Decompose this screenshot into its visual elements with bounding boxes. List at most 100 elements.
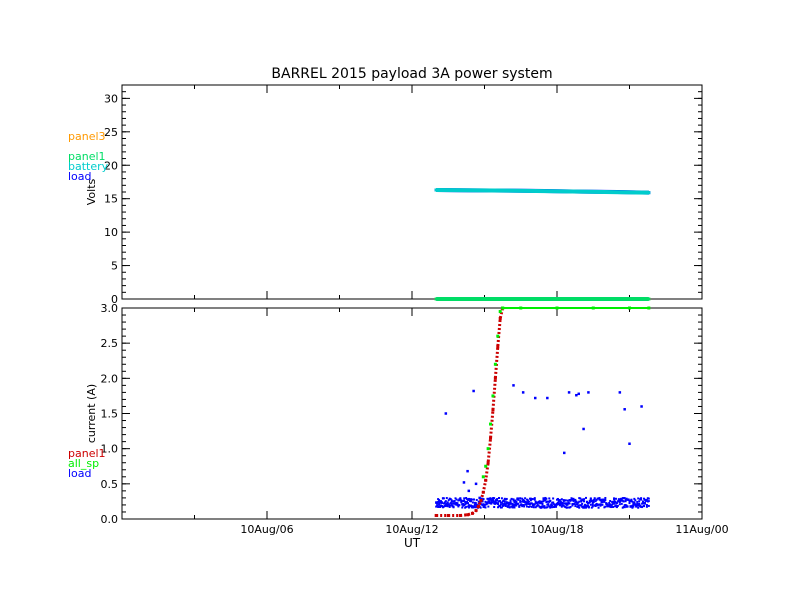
current-ytick-label: 0.5	[101, 478, 119, 491]
series-load-band-point	[585, 500, 588, 503]
series-load-band-point	[494, 502, 497, 505]
series-panel1-point	[476, 504, 480, 508]
series-load-band-point	[583, 498, 586, 501]
series-load-band-point	[559, 500, 562, 503]
series-load-band-point	[523, 505, 526, 508]
series-load-band-point	[534, 506, 537, 509]
series-load-band-point	[509, 501, 512, 504]
series-load-band-point	[613, 497, 616, 500]
series-load-band-point	[481, 500, 484, 503]
series-panel1-point	[484, 478, 488, 482]
series-load-band-point	[529, 499, 532, 502]
series-load-band-point	[522, 504, 525, 507]
series-load-band-point	[615, 501, 618, 504]
series-load-band-point	[579, 497, 582, 500]
series-load-band-point	[565, 502, 568, 505]
series-load-band-point	[452, 506, 455, 509]
series-load-band-point	[608, 501, 611, 504]
series-load-band-point	[597, 506, 600, 509]
series-load-band-point	[533, 497, 536, 500]
series-load-band-point	[588, 501, 591, 504]
series-load-band-point	[541, 502, 544, 505]
series-load-band-point	[532, 504, 535, 507]
series-load-band-point	[440, 505, 443, 508]
series-load-band-point	[451, 500, 454, 503]
series-load-band-point	[604, 505, 607, 508]
series-load-band-point	[507, 501, 510, 504]
series-panel1-point	[434, 297, 438, 301]
series-load-band-point	[462, 502, 465, 505]
volts-ytick-label: 25	[104, 126, 118, 139]
series-load-band-point	[600, 499, 603, 502]
series-load-band-point	[515, 501, 518, 504]
series-load-band-point	[465, 505, 468, 508]
series-load-band-point	[578, 506, 581, 509]
series-all_sp-point	[491, 394, 495, 398]
series-load-band-point	[472, 498, 475, 501]
series-load-band-point	[618, 501, 621, 504]
series-load-band-point	[637, 504, 640, 507]
series-load-point	[582, 427, 585, 431]
series-load-band-point	[440, 501, 443, 504]
series-load-band-point	[541, 503, 544, 506]
series-load-band-point	[611, 503, 614, 506]
series-load-band-point	[592, 501, 595, 504]
series-load-point	[474, 482, 478, 486]
series-load-band-point	[543, 506, 546, 509]
series-load-band-point	[580, 500, 583, 503]
current-ytick-label: 1.5	[101, 408, 119, 421]
series-load-point	[575, 393, 578, 397]
series-load-band-point	[538, 500, 541, 503]
series-load-band-point	[645, 504, 648, 507]
series-panel1-point	[481, 490, 485, 494]
series-load-point	[587, 391, 590, 394]
series-load-band-point	[470, 498, 473, 501]
xtick-label: 10Aug/06	[240, 523, 293, 536]
series-load-band-point	[483, 504, 486, 507]
series-load-band-point	[612, 500, 615, 503]
series-load-band-point	[543, 505, 546, 508]
series-load-band-point	[496, 498, 499, 501]
series-battery-point	[647, 191, 651, 195]
legend-panel1: panel1	[68, 447, 106, 460]
series-load-band-point	[628, 501, 631, 504]
series-load-band-point	[521, 497, 524, 500]
series-load-band-point	[584, 504, 587, 507]
series-load-band-point	[520, 503, 523, 506]
series-load-band-point	[647, 504, 650, 507]
series-all_sp-point	[555, 306, 559, 310]
series-load-band-point	[525, 501, 528, 504]
series-load-band-point	[519, 500, 522, 503]
series-load-band-point	[566, 499, 569, 502]
series-load-band-point	[514, 503, 517, 506]
series-all_sp-point	[519, 306, 523, 310]
series-load-band-point	[461, 506, 464, 509]
series-load-band-point	[517, 498, 520, 501]
series-panel1-point	[491, 408, 495, 412]
series-load-band-point	[574, 505, 577, 508]
series-load-band-point	[634, 499, 637, 502]
series-load-band-point	[500, 501, 503, 504]
series-load-band-point	[446, 505, 449, 508]
series-load-band-point	[544, 499, 547, 502]
series-all_sp-point	[484, 464, 488, 468]
series-load-band-point	[569, 505, 572, 508]
current-ytick-label: 1.0	[101, 443, 119, 456]
series-load-band-point	[558, 499, 561, 502]
series-load-band-point	[437, 500, 440, 503]
series-load-band-point	[439, 501, 442, 504]
series-load-band-point	[555, 505, 558, 508]
series-load-band-point	[601, 503, 604, 506]
series-load-band-point	[552, 501, 555, 504]
series-load-band-point	[474, 506, 477, 509]
series-load-band-point	[449, 504, 452, 507]
series-all_sp-point	[496, 334, 500, 338]
legend-load: load	[68, 170, 92, 183]
series-load-band-point	[442, 497, 445, 500]
series-load-band-point	[475, 503, 478, 506]
series-panel1-point	[489, 436, 493, 440]
series-load-band-point	[571, 502, 574, 505]
series-load-band-point	[453, 500, 456, 503]
series-load-band-point	[482, 503, 485, 506]
series-load-band-point	[593, 497, 596, 500]
